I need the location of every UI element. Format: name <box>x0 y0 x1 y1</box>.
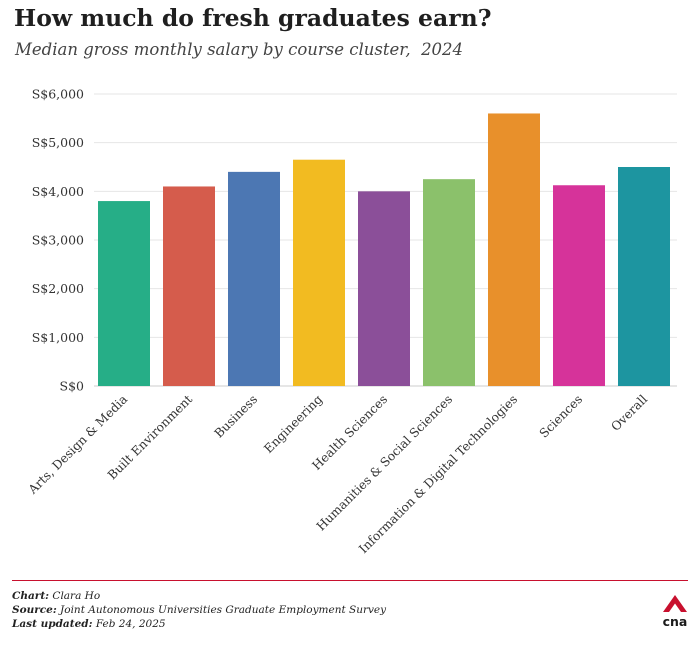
last-updated-value: Feb 24, 2025 <box>95 618 166 631</box>
y-tick-label: S$4,000 <box>32 184 84 199</box>
bar <box>163 186 215 386</box>
chart-credit: Chart: Clara Ho <box>12 589 386 603</box>
source-credit-value: Joint Autonomous Universities Graduate E… <box>60 604 387 617</box>
last-updated: Last updated: Feb 24, 2025 <box>12 617 386 631</box>
cna-logo: cna <box>663 595 688 629</box>
bar <box>228 171 280 386</box>
x-tick-label: Engineering <box>261 392 325 456</box>
bar <box>293 159 345 386</box>
y-tick-label: S$5,000 <box>32 135 84 150</box>
bar <box>98 201 150 386</box>
source-credit-label: Source: <box>12 604 57 617</box>
footer-credits: Chart: Clara Ho Source: Joint Autonomous… <box>12 589 386 632</box>
x-tick-label: Humanities & Social Sciences <box>314 392 455 533</box>
y-tick-label: S$3,000 <box>32 233 84 248</box>
bar <box>488 113 540 386</box>
y-tick-label: S$1,000 <box>32 330 84 345</box>
last-updated-label: Last updated: <box>12 618 93 631</box>
y-tick-label: S$2,000 <box>32 281 84 296</box>
bar <box>358 191 410 386</box>
bar <box>423 179 475 386</box>
y-tick-label: S$0 <box>60 379 85 394</box>
chart-credit-value: Clara Ho <box>52 590 101 602</box>
chart-title: How much do fresh graduates earn? <box>14 4 492 32</box>
cna-logo-text: cna <box>663 614 688 629</box>
x-tick-label: Overall <box>608 392 650 434</box>
chart-credit-label: Chart: <box>12 590 50 602</box>
x-tick-label: Business <box>212 392 260 440</box>
x-tick-label: Sciences <box>537 392 585 440</box>
footer-divider <box>12 580 688 581</box>
bar-chart: S$0 S$1,000 S$2,000 S$3,000 S$4,000 S$5,000 S$… <box>25 87 677 556</box>
source-credit: Source: Joint Autonomous Universities Gr… <box>12 603 386 617</box>
bar <box>618 167 670 386</box>
y-tick-label: S$6,000 <box>32 87 84 102</box>
cna-logo-mark <box>663 595 687 612</box>
chart-subtitle: Median gross monthly salary by course cl… <box>15 40 464 59</box>
bar <box>553 185 605 386</box>
